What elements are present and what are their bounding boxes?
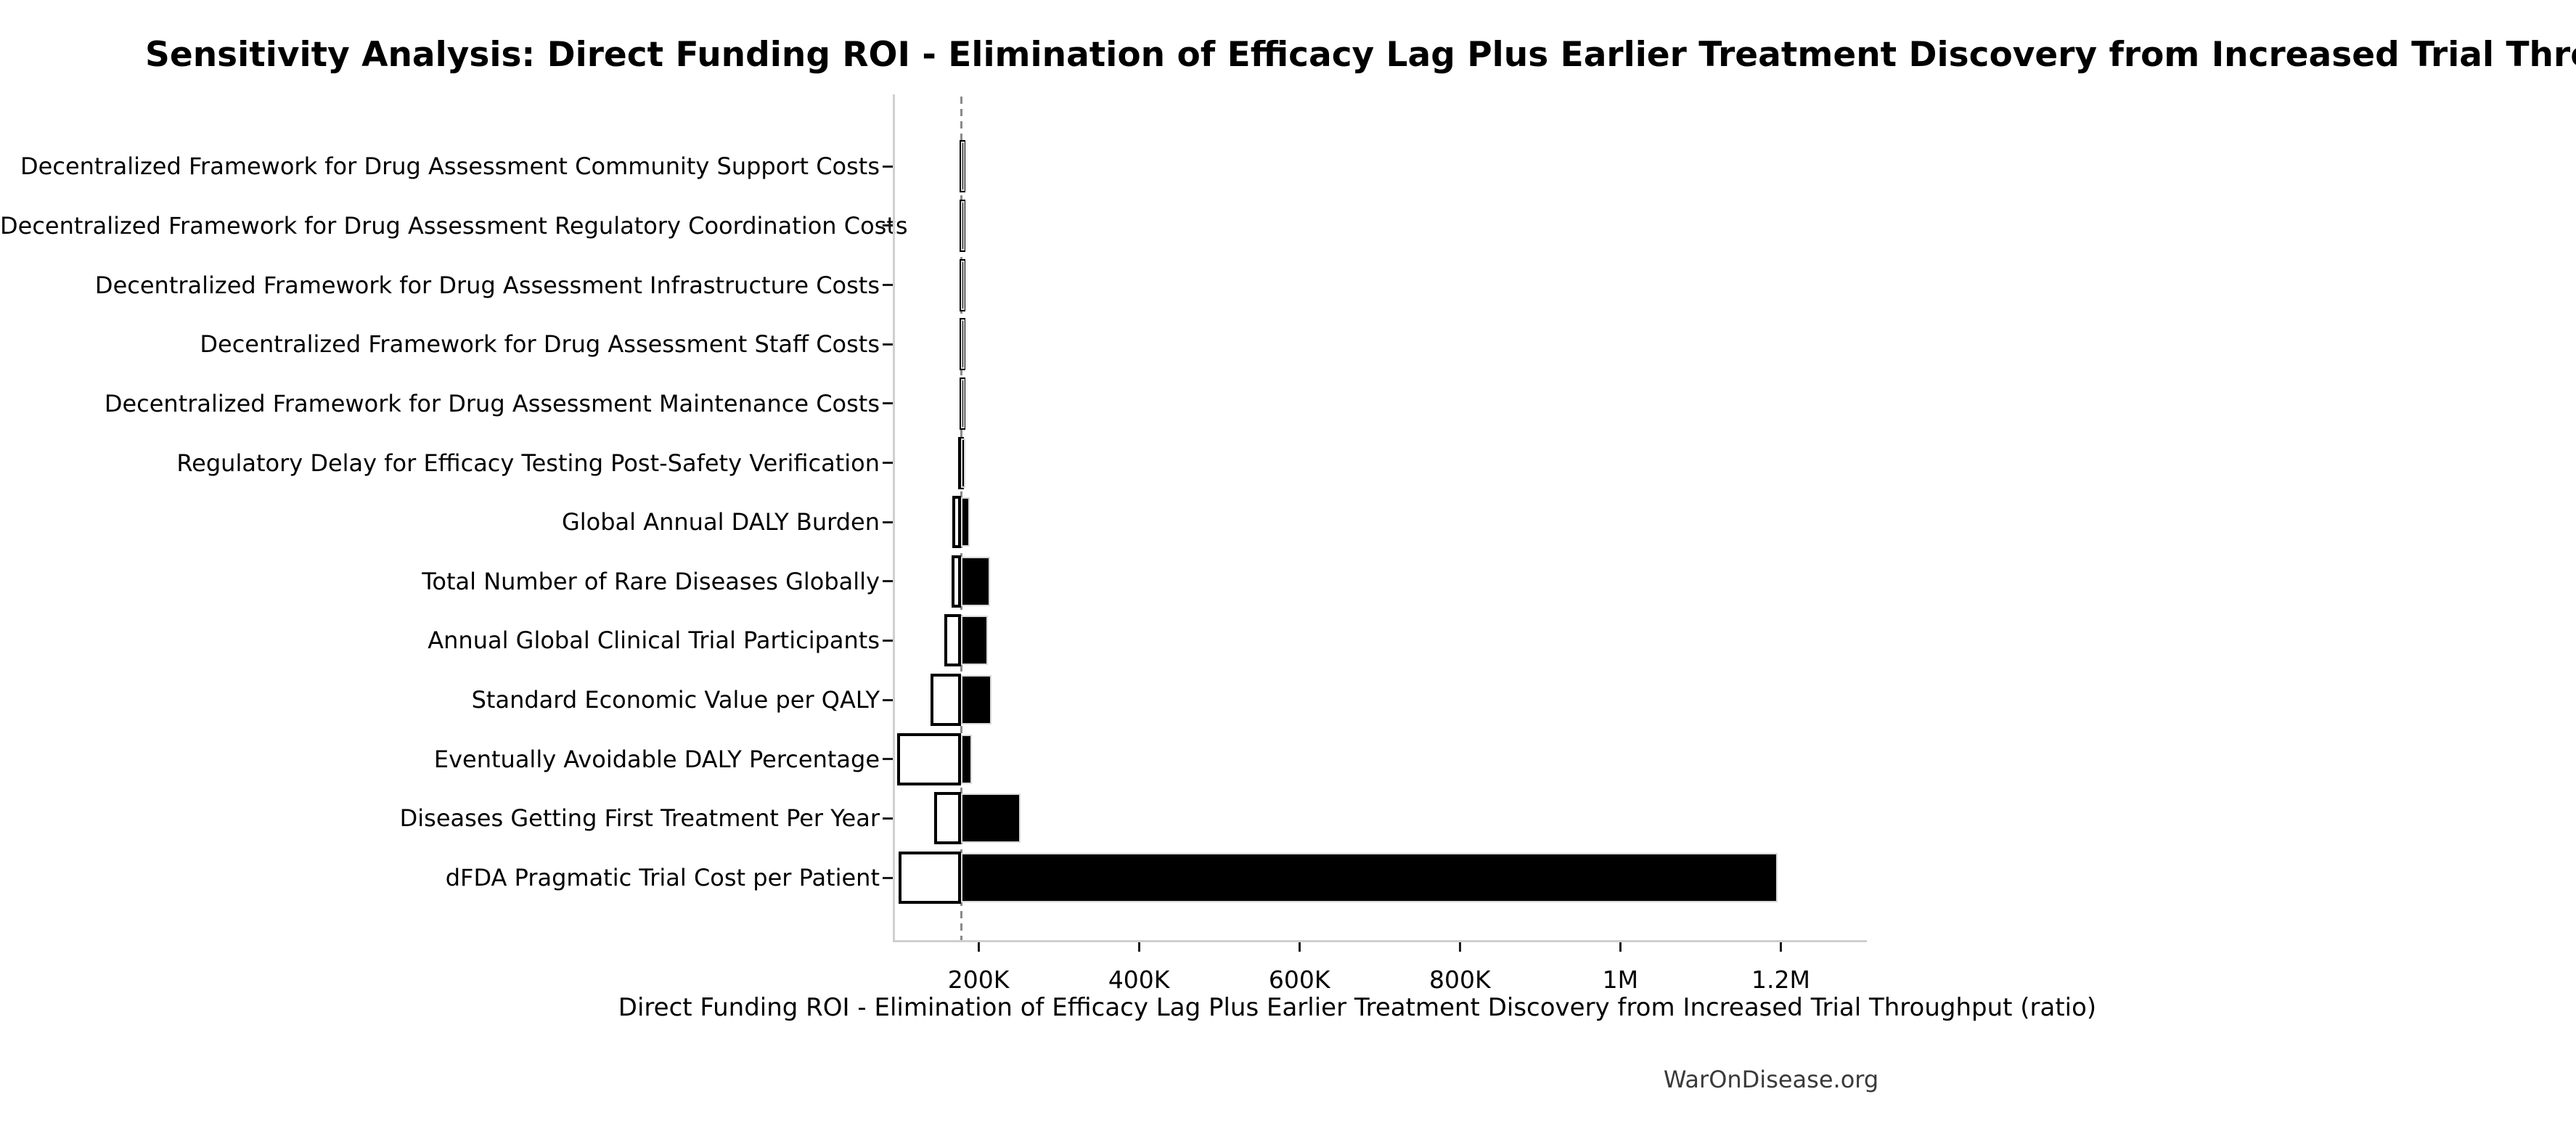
row-label: Global Annual DALY Burden [561,508,880,536]
high-bar [961,675,992,725]
y-tick [883,520,893,523]
row-label: Eventually Avoidable DALY Percentage [433,745,880,773]
x-tick [977,942,980,952]
high-bar [961,853,1778,903]
chart-title: Sensitivity Analysis: Direct Funding ROI… [145,35,2576,75]
x-tick-label: 400K [1108,966,1170,994]
high-bar [961,200,965,250]
x-tick-label: 1M [1602,966,1639,994]
x-tick [1137,942,1140,952]
x-tick-label: 1.2M [1751,966,1810,994]
y-tick [883,758,893,761]
footer-credit: WarOnDisease.org [1663,1066,1879,1093]
x-tick-label: 200K [947,966,1010,994]
high-bar [961,319,965,370]
high-bar [961,497,970,547]
y-tick [883,639,893,642]
low-bar [952,496,962,549]
high-bar [961,260,965,310]
high-bar [961,142,965,192]
high-bar [961,556,990,606]
row-label: Decentralized Framework for Drug Assessm… [20,152,880,181]
y-tick [883,876,893,879]
row-label: Total Number of Rare Diseases Globally [422,567,880,595]
row-label: Decentralized Framework for Drug Assessm… [94,271,880,299]
x-tick [1458,942,1461,952]
row-label: Standard Economic Value per QALY [471,686,880,714]
x-tick [1298,942,1301,952]
y-axis-spine [893,94,895,941]
row-label: dFDA Pragmatic Trial Cost per Patient [445,864,880,892]
row-label: Diseases Getting First Treatment Per Yea… [399,804,880,833]
y-tick [883,698,893,701]
low-bar [934,792,962,845]
y-tick [883,165,893,168]
x-tick-label: 600K [1268,966,1330,994]
low-bar [944,614,962,667]
y-tick [883,224,893,227]
low-bar [931,674,962,727]
high-bar [961,438,965,488]
y-tick [883,284,893,287]
row-label: Regulatory Delay for Efficacy Testing Po… [176,449,880,477]
y-tick [883,402,893,405]
row-label: Decentralized Framework for Drug Assessm… [104,389,880,417]
low-bar [952,555,962,608]
high-bar [961,616,989,666]
high-bar [961,378,965,428]
high-bar [961,734,972,784]
x-tick [1779,942,1782,952]
x-axis-spine [893,940,1867,942]
x-tick [1619,942,1622,952]
low-bar [896,732,962,785]
y-tick [883,580,893,583]
high-bar [961,793,1021,844]
row-label: Decentralized Framework for Drug Assessm… [200,330,880,359]
x-axis-label: Direct Funding ROI - Elimination of Effi… [618,993,2097,1022]
low-bar [898,852,962,905]
y-tick [883,343,893,346]
x-tick-label: 800K [1428,966,1491,994]
y-tick [883,817,893,820]
y-tick [883,462,893,464]
row-label: Decentralized Framework for Drug Assessm… [0,211,908,240]
row-label: Annual Global Clinical Trial Participant… [428,626,880,655]
